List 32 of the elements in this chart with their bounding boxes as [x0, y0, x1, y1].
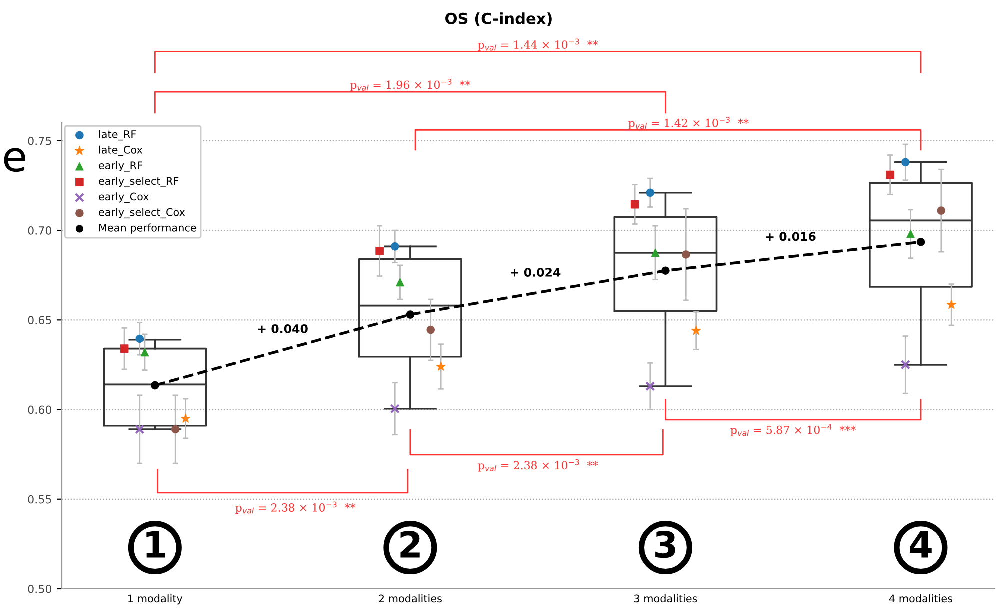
x-tick-label: 1 modality	[128, 594, 183, 605]
annotation: p$_{val}$ = 2.38 × 10$^{−3}$ **	[478, 459, 598, 472]
annotation: 4	[910, 531, 932, 558]
annotation: p$_{val}$ = 2.38 × 10$^{−3}$ **	[236, 502, 356, 514]
annotation: + 0.016	[766, 232, 816, 242]
text: e	[4, 148, 26, 172]
text: p$_{val}$ = 1.44 × 10$^{−3}$ **	[478, 38, 598, 52]
annotation: 1	[146, 531, 166, 558]
annotation: + 0.040	[258, 324, 308, 334]
legend-label: early_select_RF	[99, 177, 179, 188]
y-tick-label: 0.55	[28, 495, 52, 504]
x-tick-label: 3 modalities	[634, 594, 698, 603]
annotation: 2	[400, 530, 420, 558]
x-tick-label: 4 modalities	[889, 594, 952, 603]
legend-label: late_Cox	[99, 146, 143, 156]
annotation: + 0.024	[511, 268, 561, 277]
legend-label: early_select_Cox	[99, 208, 186, 219]
y-tick-label: 0.65	[28, 316, 52, 325]
annotation: 3	[656, 530, 676, 558]
text: p$_{val}$ = 1.96 × 10$^{−3}$ **	[350, 78, 471, 92]
annotation: p$_{val}$ = 5.87 × 10$^{−4}$ ***	[730, 424, 856, 436]
y-tick-label: 0.75	[28, 136, 52, 146]
annotation: p$_{val}$ = 1.42 × 10$^{−3}$ **	[628, 117, 749, 130]
legend-label: early_RF	[99, 161, 142, 172]
y-tick-label: 0.60	[28, 406, 52, 414]
x-tick-label: 2 modalities	[379, 594, 442, 603]
legend-label: late_RF	[99, 130, 136, 141]
legend-label: early_Cox	[99, 192, 149, 203]
chart-title: OS (C-index)	[446, 12, 552, 26]
legend-label: Mean performance	[99, 224, 196, 234]
y-tick-label: 0.70	[28, 226, 52, 235]
y-tick-label: 0.50	[28, 584, 52, 594]
